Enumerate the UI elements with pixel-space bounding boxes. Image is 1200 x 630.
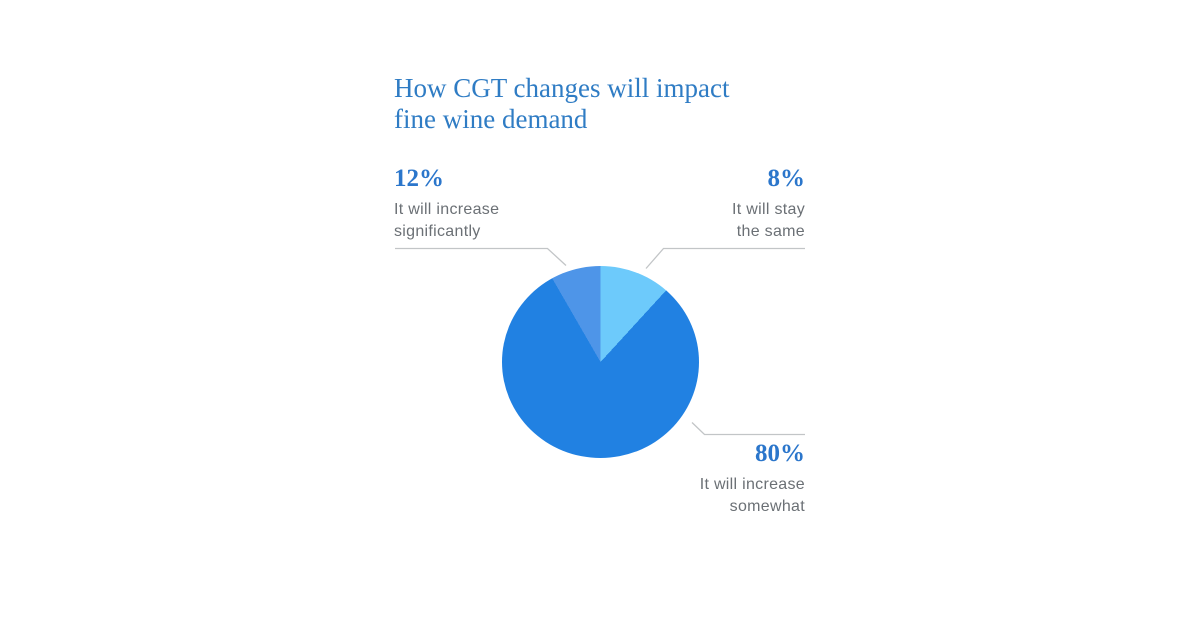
chart-title-line1: How CGT changes will impact bbox=[394, 73, 730, 103]
pie-chart bbox=[502, 266, 699, 458]
chart-title: How CGT changes will impact fine wine de… bbox=[394, 73, 729, 135]
callout-stay-same: 8% It will stay the same bbox=[732, 166, 805, 243]
callout-increase-somewhat: 80% It will increase somewhat bbox=[700, 441, 805, 518]
chart-title-line2: fine wine demand bbox=[394, 104, 588, 134]
leader-line-increase-somewhat bbox=[691, 422, 805, 436]
callout-label-line: significantly bbox=[394, 223, 481, 240]
callout-label-line: It will increase bbox=[394, 201, 500, 218]
callout-percent: 8% bbox=[767, 165, 806, 192]
callout-label-line: It will stay bbox=[732, 201, 805, 218]
leader-line-increase-significantly bbox=[395, 247, 567, 266]
callout-label-line: the same bbox=[736, 223, 805, 240]
callout-label-line: It will increase bbox=[699, 476, 805, 493]
callout-increase-significantly: 12% It will increase significantly bbox=[394, 166, 499, 243]
callout-percent: 12% bbox=[394, 165, 444, 192]
leader-line-stay-same bbox=[645, 247, 805, 269]
callout-label-line: somewhat bbox=[729, 498, 805, 515]
callout-percent: 80% bbox=[755, 440, 805, 467]
